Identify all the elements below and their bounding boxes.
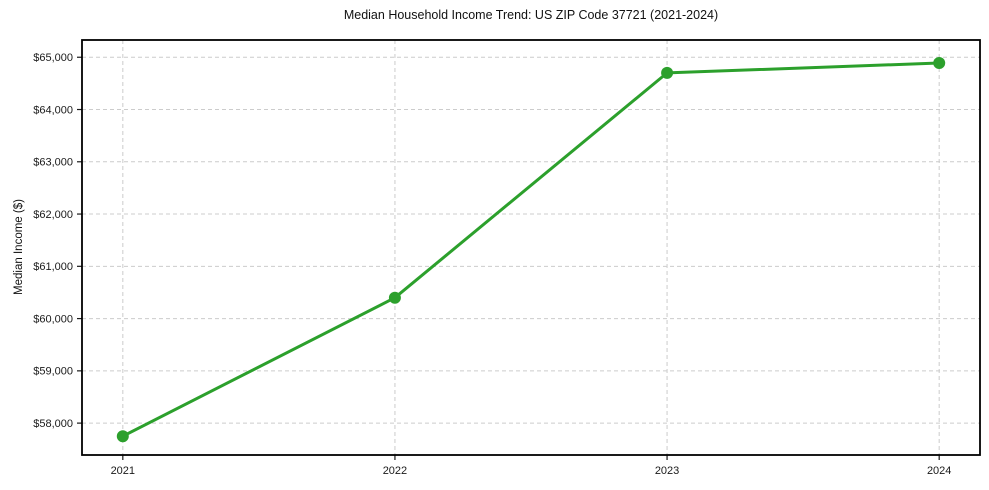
x-tick-label: 2023 — [655, 465, 679, 477]
x-tick-label: 2024 — [927, 465, 951, 477]
y-tick-label: $60,000 — [33, 313, 73, 325]
y-tick-label: $65,000 — [33, 52, 73, 64]
y-tick-label: $59,000 — [33, 366, 73, 378]
data-point-marker — [388, 291, 401, 304]
y-tick-label: $62,000 — [33, 209, 73, 221]
x-tick-label: 2022 — [383, 465, 407, 477]
trend-line — [121, 61, 941, 438]
data-point-marker — [116, 430, 129, 443]
chart-title: Median Household Income Trend: US ZIP Co… — [343, 8, 719, 22]
y-tick-label: $64,000 — [33, 104, 73, 116]
x-tick-label: 2021 — [111, 465, 135, 477]
y-tick-label: $58,000 — [33, 418, 73, 430]
plot-frame — [81, 39, 981, 456]
y-tick-label: $63,000 — [33, 157, 73, 169]
data-point-marker — [661, 66, 674, 79]
data-point-marker — [933, 57, 946, 69]
y-tick-label: $61,000 — [33, 261, 73, 273]
